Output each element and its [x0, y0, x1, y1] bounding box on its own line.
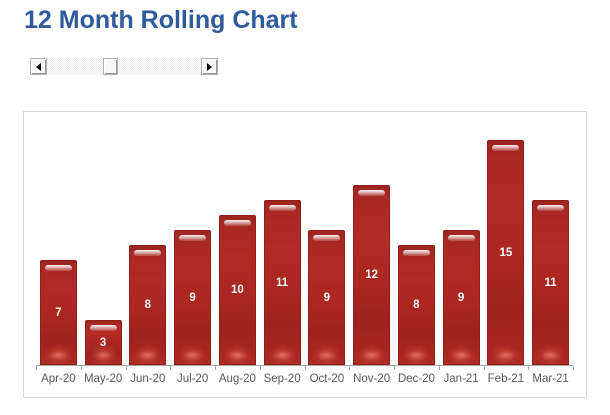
x-axis-tick [483, 366, 485, 370]
chart-bar-Apr-20[interactable]: 7 [39, 260, 77, 365]
scrollbar-track[interactable] [30, 58, 218, 75]
chart-bar-Sep-20[interactable]: 11 [263, 200, 301, 365]
x-axis-label: Apr-20 [41, 373, 76, 385]
x-axis-label: Jun-20 [130, 373, 166, 385]
x-axis-tick [80, 366, 82, 370]
x-axis-label: Jul-20 [176, 373, 209, 385]
x-axis-tick [349, 366, 351, 370]
x-axis-tick [259, 366, 261, 370]
chart-bar-Nov-20[interactable]: 12 [353, 185, 391, 365]
scrollbar-thumb[interactable] [103, 58, 118, 75]
x-axis-tick [394, 366, 395, 370]
page-title: 12 Month Rolling Chart [24, 6, 298, 34]
bar-value-label: 9 [323, 291, 331, 304]
bar-value-label: 9 [189, 291, 196, 304]
left-arrow-icon [36, 62, 41, 71]
bar-value-label: 15 [499, 246, 513, 259]
bar-value-label: 8 [413, 299, 420, 311]
x-axis-label: Nov-20 [353, 373, 391, 385]
chart-bar-Aug-20[interactable]: 10 [218, 215, 256, 365]
chart-area[interactable]: 7 Apr-20 3 May-20 8 Jun-20 9 Jul-20 10 Aug-20 11 Se… [23, 111, 587, 398]
bar-value-label: 12 [365, 269, 379, 281]
bar-value-label: 3 [99, 336, 107, 349]
x-axis-label: Mar-21 [532, 373, 569, 385]
bar-value-label: 8 [144, 299, 152, 311]
x-axis-label: Jan-21 [443, 373, 479, 385]
x-axis-tick [304, 366, 306, 370]
bar-value-label: 10 [230, 284, 244, 296]
x-axis-tick [215, 366, 216, 370]
x-axis-tick [36, 366, 37, 370]
x-axis-label: Feb-21 [487, 373, 525, 385]
x-axis-label: Aug-20 [218, 373, 256, 385]
bar-value-label: 9 [457, 291, 465, 304]
chart-bar-Jul-20[interactable]: 9 [174, 230, 212, 365]
x-axis-label: Sep-20 [263, 373, 301, 385]
scroll-right-button[interactable] [201, 58, 218, 75]
horizontal-scrollbar[interactable] [30, 58, 218, 75]
chart-bar-Feb-21[interactable]: 15 [487, 140, 525, 365]
chart-bar-Oct-20[interactable]: 9 [308, 230, 346, 365]
chart-bar-Dec-20[interactable]: 8 [397, 245, 435, 365]
right-arrow-icon [207, 62, 212, 71]
plot-area: 7 Apr-20 3 May-20 8 Jun-20 9 Jul-20 10 Aug-20 11 Se… [24, 112, 586, 397]
bar-value-label: 11 [544, 276, 557, 289]
x-axis-label: May-20 [83, 373, 123, 385]
x-axis-tick [528, 366, 530, 370]
bar-value-label: 7 [55, 306, 62, 319]
scroll-left-button[interactable] [30, 58, 47, 75]
x-axis-label: Oct-20 [309, 373, 345, 385]
x-axis-label: Dec-20 [397, 373, 435, 385]
x-axis-line [36, 365, 573, 366]
x-axis-tick [573, 366, 574, 370]
chart-bar-Jun-20[interactable]: 8 [129, 245, 167, 365]
x-axis-tick [438, 366, 440, 370]
chart-bar-May-20[interactable]: 3 [84, 320, 122, 365]
chart-bar-Jan-21[interactable]: 9 [442, 230, 480, 365]
x-axis-tick [125, 366, 127, 370]
x-axis-tick [170, 366, 172, 370]
bar-value-label: 11 [276, 276, 289, 289]
chart-bar-Mar-21[interactable]: 11 [532, 200, 570, 365]
